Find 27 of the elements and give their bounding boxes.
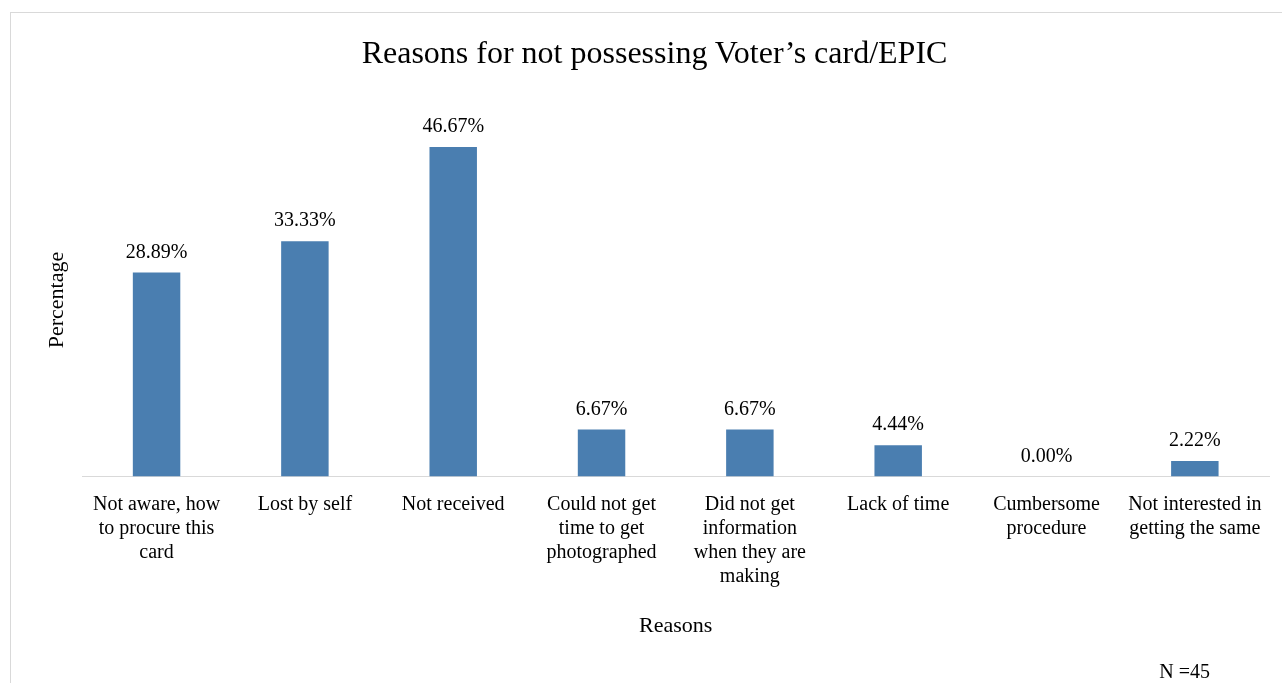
bar: [1171, 460, 1219, 477]
data-label: 6.67%: [575, 396, 628, 419]
text: N =45: [1159, 660, 1210, 682]
bar: [874, 445, 922, 477]
x-tick-label: Cumbersome procedure: [993, 491, 1100, 539]
x-tick-label: Not interested in getting the same: [1128, 491, 1262, 539]
data-label: 33.33%: [274, 208, 336, 231]
x-tick-label: Lost by self: [257, 491, 353, 515]
bar: [132, 272, 181, 477]
bar: [577, 429, 626, 477]
data-label: 0.00%: [1020, 443, 1073, 466]
x-tick-label: Lack of time: [847, 491, 950, 514]
data-label: 2.22%: [1169, 428, 1221, 451]
x-tick-label: Not aware, how to procure this card: [92, 491, 221, 562]
x-tick-label: Did not get information when they are making: [693, 491, 807, 587]
data-label: 28.89%: [125, 239, 188, 262]
data-label: 46.67%: [422, 114, 485, 137]
x-tick-label: Not received: [401, 491, 505, 514]
data-label: 6.67%: [724, 396, 776, 419]
x-tick-label: Could not get time to get photographed: [546, 491, 657, 563]
data-label: 4.44%: [872, 412, 925, 435]
chart-title: Reasons for not possessing Voter’s card/EPIC: [361, 33, 948, 70]
bar: [281, 241, 329, 477]
x-axis-title: Reasons: [639, 611, 713, 637]
bar: [429, 146, 477, 477]
y-axis-title: Percentage: [42, 251, 68, 349]
bar: [726, 429, 774, 477]
